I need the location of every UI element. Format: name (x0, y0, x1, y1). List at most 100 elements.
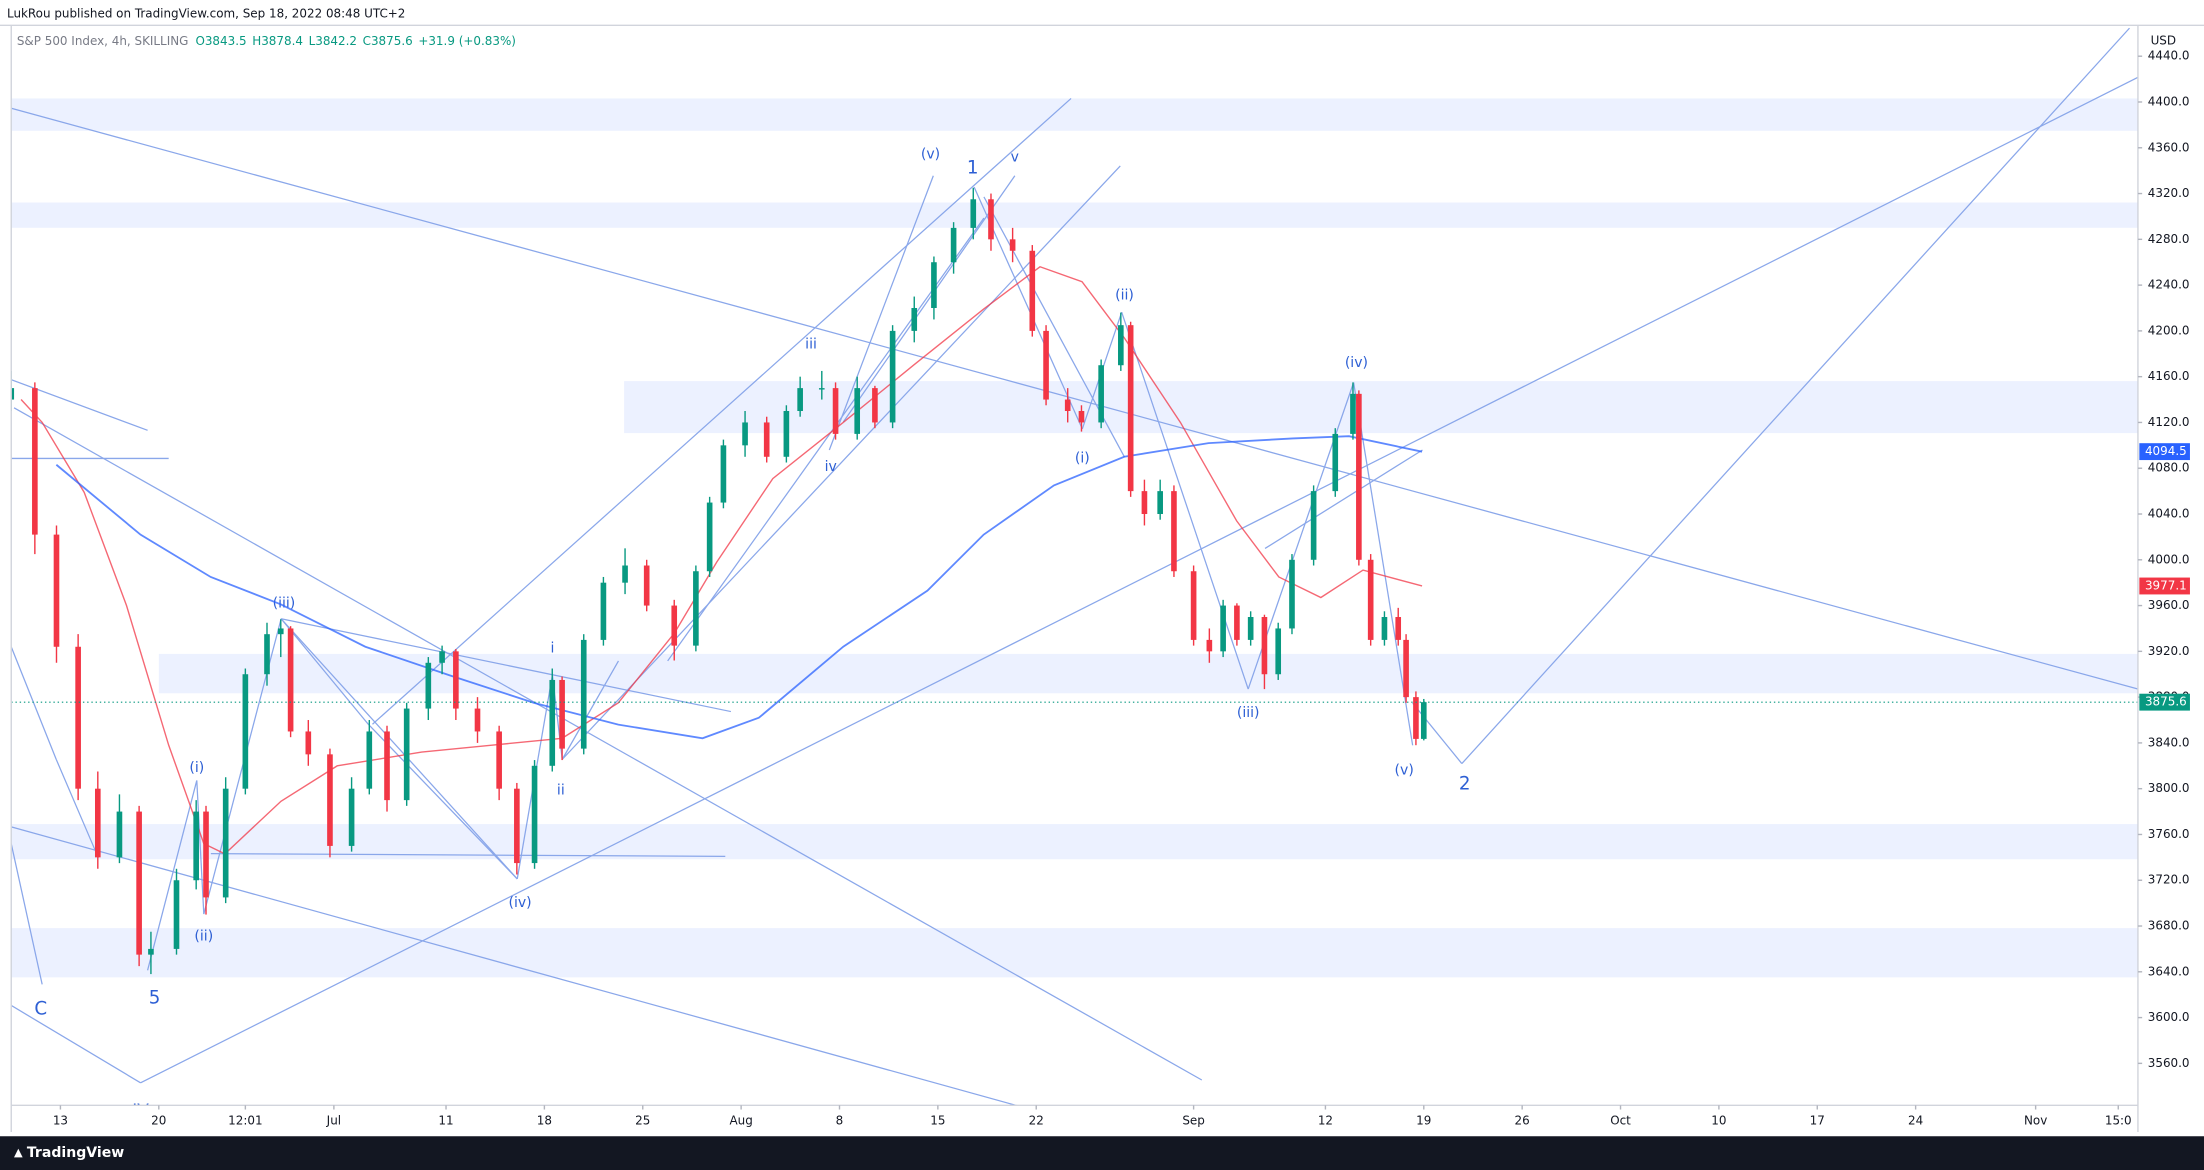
x-tick-label: 25 (635, 1113, 650, 1127)
trend-line (55, 759, 99, 859)
candle-body (439, 651, 445, 663)
candle-body (693, 571, 699, 646)
wave-label: iii (805, 337, 817, 353)
candle-body (1043, 330, 1049, 400)
trend-line (372, 97, 1072, 725)
trend-line (1461, 27, 2130, 765)
candle-body (496, 731, 502, 789)
candle-body (94, 788, 101, 858)
candle-body (818, 388, 825, 390)
candle-body (559, 679, 565, 749)
candle-body (136, 811, 142, 955)
candle-body (1310, 491, 1317, 560)
y-tick-label: 4000.0 (2148, 552, 2190, 566)
candle-body (854, 388, 861, 434)
candle-body (549, 679, 556, 766)
candle-body (763, 422, 770, 457)
wave-label: (v) (1395, 763, 1414, 779)
x-tick-label: 20 (151, 1113, 166, 1127)
price-box (2139, 693, 2190, 711)
legend-open: O3843.5 (195, 33, 246, 47)
candle-body (742, 422, 748, 446)
candle-body (1064, 399, 1071, 412)
y-tick-label: 4200.0 (2148, 323, 2190, 337)
legend: S&P 500 Index, 4h, SKILLING O3843.5 H3878.… (17, 33, 516, 47)
y-tick-label: 3840.0 (2148, 735, 2190, 749)
x-tick-label: 13 (53, 1113, 68, 1127)
candle-body (950, 227, 957, 263)
y-tick-label: 4240.0 (2148, 278, 2190, 292)
legend-symbol: S&P 500 Index, 4h, SKILLING (17, 33, 189, 47)
candle-body (1029, 250, 1036, 331)
trend-line (561, 165, 1121, 760)
candle-body (1190, 571, 1197, 640)
brand: TradingView (27, 1145, 124, 1161)
trend-line (842, 175, 1016, 423)
candle-body (889, 330, 896, 423)
price-box-label: 3977.1 (2145, 578, 2187, 592)
candle-body (425, 662, 432, 709)
candle-body (931, 262, 937, 309)
candle-body (531, 765, 538, 864)
y-tick-label: 3720.0 (2148, 873, 2190, 887)
candle-body (1157, 491, 1163, 515)
zone (624, 381, 2138, 434)
y-tick-label: 4280.0 (2148, 232, 2190, 246)
candle-body (148, 948, 154, 955)
zone (158, 653, 2138, 694)
candle-body (1141, 491, 1148, 515)
candle-body (327, 754, 333, 846)
legend-change: +31.9 (+0.83%) (418, 33, 516, 47)
trend-line (146, 780, 198, 971)
candle-body (1395, 617, 1402, 640)
price-box (2139, 443, 2190, 461)
x-tick-label: 12:01 (228, 1113, 262, 1127)
candle-body (1420, 702, 1427, 739)
candle-body (580, 639, 587, 749)
candle-body (797, 388, 803, 412)
x-tick-label: 24 (1908, 1113, 1923, 1127)
price-box-label: 3875.6 (2145, 695, 2187, 709)
plot (11, 187, 2138, 975)
trend-line (11, 107, 2138, 690)
candle-body (1009, 239, 1016, 251)
candle-body (1367, 559, 1374, 640)
x-tick-label: 22 (1029, 1113, 1044, 1127)
wave-label: (iv) (508, 895, 531, 911)
legend-low: L3842.2 (309, 33, 357, 47)
x-tick-label: 18 (537, 1113, 552, 1127)
candle-body (366, 731, 373, 789)
x-tick-label: 11 (438, 1113, 453, 1127)
trend-line (280, 618, 732, 713)
x-tick-label: Aug (729, 1113, 752, 1127)
candle-body (453, 651, 459, 709)
y-tick-label: 4040.0 (2148, 507, 2190, 521)
candle-body (1171, 491, 1177, 572)
axes: 3560.0 3600.0 3640.0 3680.0 3720.0 3760.0 3800… (53, 49, 2190, 1127)
x-tick-label: 15:0 (2105, 1113, 2132, 1127)
candle-body (1206, 639, 1213, 652)
candle-body (671, 605, 678, 646)
candle-body (1350, 393, 1356, 434)
candle-body (1413, 697, 1419, 739)
candle-body (1234, 605, 1240, 640)
wave-label: 2 (1459, 774, 1471, 795)
trend-line (828, 175, 934, 451)
x-tick-label: Nov (2024, 1113, 2047, 1127)
wave-label: C (34, 999, 47, 1020)
trend-line (140, 76, 2138, 1084)
trend-line (11, 826, 1019, 1106)
trend-line (210, 852, 726, 858)
candle-body (1098, 365, 1104, 423)
footer-brand: ▲ TradingView (14, 1145, 124, 1161)
candle-body (384, 731, 390, 801)
zone (11, 98, 2138, 131)
candle-body (988, 199, 994, 240)
price-box-label: 4094.5 (2145, 444, 2187, 458)
x-tick-label: 26 (1515, 1113, 1530, 1127)
x-tick-label: 8 (836, 1113, 844, 1127)
wave-label: (i) (1075, 450, 1090, 466)
y-tick-label: 4120.0 (2148, 415, 2190, 429)
